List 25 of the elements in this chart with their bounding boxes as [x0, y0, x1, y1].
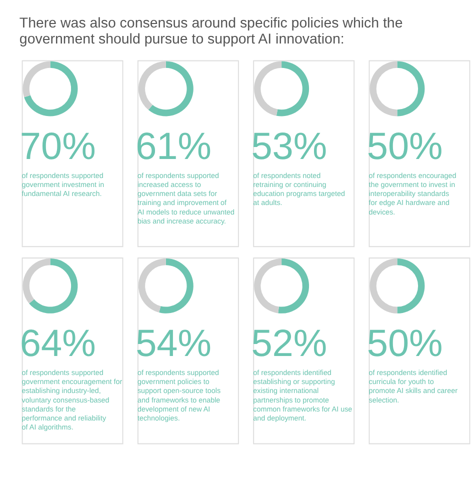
donut-slice [397, 258, 425, 314]
data-label: 61% [136, 126, 212, 168]
donut-slice [22, 61, 50, 98]
donut-slice [370, 258, 398, 314]
donut-slice [276, 61, 310, 116]
donut-slice [138, 61, 166, 110]
data-label: 50% [366, 126, 443, 168]
donut-slice [24, 61, 78, 116]
donut-slice [22, 258, 50, 304]
donut-slice [254, 61, 282, 116]
donut-slice [159, 258, 194, 314]
donut-slice [138, 258, 166, 313]
donut-slice [29, 258, 78, 314]
text: There was also consensus around specific policies which the government should pursue to support AI innovation: [19, 16, 403, 48]
data-label: 64% [20, 323, 96, 366]
donut-slice [148, 61, 194, 116]
data-label: 52% [251, 323, 328, 366]
donut-slice [278, 258, 309, 314]
donut-slice [397, 61, 425, 116]
data-label: 70% [20, 126, 96, 168]
data-label: 54% [136, 323, 212, 366]
data-label: 53% [251, 126, 328, 168]
donut-slice [370, 61, 398, 116]
donut-slice [254, 258, 282, 314]
data-label: 50% [366, 323, 443, 366]
